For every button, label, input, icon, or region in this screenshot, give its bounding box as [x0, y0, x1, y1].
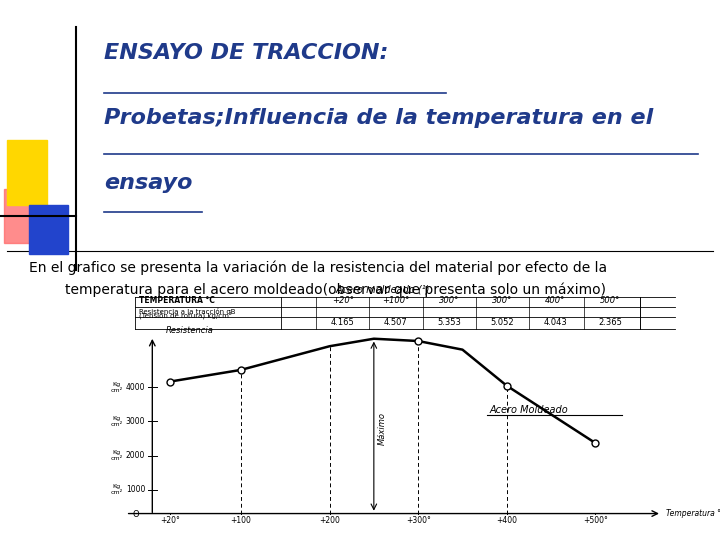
Text: +100: +100: [230, 516, 251, 525]
Text: 4.043: 4.043: [544, 318, 567, 327]
Text: ensayo: ensayo: [104, 173, 193, 193]
Text: 1000: 1000: [126, 485, 145, 494]
Text: Kg
cm²: Kg cm²: [111, 416, 123, 427]
Text: 4000: 4000: [126, 383, 145, 391]
Text: +100°: +100°: [382, 296, 410, 305]
Text: Kg
cm²: Kg cm²: [111, 484, 123, 495]
Text: (Tensión de rotura) kg/cm²: (Tensión de rotura) kg/cm²: [139, 312, 232, 319]
Text: Kg
cm²: Kg cm²: [111, 382, 123, 393]
Text: Resistencia a la tracción σB: Resistencia a la tracción σB: [139, 309, 235, 315]
Text: 4.165: 4.165: [331, 318, 355, 327]
Text: Probetas;Influencia de la temperatura en el: Probetas;Influencia de la temperatura en…: [104, 108, 654, 128]
Text: 300°: 300°: [492, 296, 513, 305]
Text: Resistencia: Resistencia: [166, 326, 213, 335]
Text: En el grafico se presenta la variación de la resistencia del material por efecto: En el grafico se presenta la variación d…: [29, 260, 607, 275]
Text: 5.052: 5.052: [490, 318, 514, 327]
Text: +200: +200: [319, 516, 340, 525]
Text: +500°: +500°: [583, 516, 608, 525]
Bar: [29, 205, 68, 254]
Text: 2.365: 2.365: [598, 318, 622, 327]
Text: +20°: +20°: [160, 516, 180, 525]
Bar: [7, 140, 47, 205]
Text: ENSAYO DE TRACCION:: ENSAYO DE TRACCION:: [104, 43, 389, 63]
Text: 400°: 400°: [545, 296, 566, 305]
Text: Acero moldeado (¹): Acero moldeado (¹): [336, 285, 430, 294]
Text: 4.507: 4.507: [384, 318, 408, 327]
Text: Máximo: Máximo: [378, 411, 387, 444]
Text: +400: +400: [496, 516, 517, 525]
Text: Acero Moldeado: Acero Moldeado: [489, 404, 568, 415]
Text: 5.353: 5.353: [437, 318, 461, 327]
Text: Kg
cm²: Kg cm²: [111, 450, 123, 461]
Text: temperatura para el acero moldeado(observar que presenta solo un máximo): temperatura para el acero moldeado(obser…: [65, 282, 606, 297]
Text: TEMPERATURA °C: TEMPERATURA °C: [139, 296, 215, 305]
Text: 2000: 2000: [126, 451, 145, 460]
Bar: [4, 189, 40, 243]
Text: +20°: +20°: [332, 296, 354, 305]
Text: 500°: 500°: [600, 296, 621, 305]
Text: +300°: +300°: [405, 516, 431, 525]
Text: O: O: [132, 510, 139, 519]
Text: 300°: 300°: [439, 296, 459, 305]
Text: Temperatura °C: Temperatura °C: [666, 509, 720, 518]
Text: 3000: 3000: [126, 417, 145, 426]
